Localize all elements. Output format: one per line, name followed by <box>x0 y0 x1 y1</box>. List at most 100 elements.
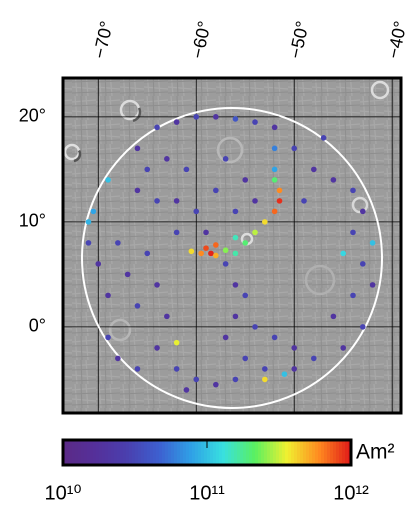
anomaly-point <box>223 247 229 253</box>
anomaly-point <box>282 371 288 377</box>
anomaly-point <box>301 198 307 204</box>
colorbar-swatch <box>327 440 331 465</box>
anomaly-point <box>331 177 337 183</box>
colorbar-swatch <box>153 440 157 465</box>
anomaly-point <box>350 188 356 194</box>
colorbar-tick-label: 10¹¹ <box>189 482 225 504</box>
anomaly-point <box>154 345 160 351</box>
anomaly-point <box>223 261 229 267</box>
anomaly-point <box>360 261 366 267</box>
anomaly-point <box>233 282 239 288</box>
anomaly-point <box>154 282 160 288</box>
anomaly-point <box>174 198 180 204</box>
colorbar-swatch <box>99 440 103 465</box>
anomaly-point <box>370 240 376 246</box>
anomaly-point <box>105 335 111 341</box>
anomaly-point <box>350 230 356 236</box>
colorbar-swatch <box>108 440 112 465</box>
colorbar-swatch <box>132 440 136 465</box>
anomaly-point <box>135 303 141 309</box>
colorbar-swatch <box>339 440 343 465</box>
anomaly-point <box>272 167 278 173</box>
anomaly-point <box>213 382 219 388</box>
anomaly-point <box>115 356 121 362</box>
anomaly-point <box>184 387 190 393</box>
colorbar-tick-label: 10¹² <box>333 482 369 504</box>
anomaly-point <box>370 282 376 288</box>
colorbar-swatch <box>66 440 70 465</box>
anomaly-point <box>105 177 111 183</box>
colorbar-swatch <box>147 440 151 465</box>
colorbar-swatch <box>81 440 85 465</box>
colorbar-swatch <box>315 440 319 465</box>
colorbar-swatch <box>90 440 94 465</box>
anomaly-point <box>262 366 268 372</box>
map-figure: Am² −70°−60°−50°−40°0°10°20°10¹⁰10¹¹10¹² <box>0 0 406 511</box>
colorbar-swatch <box>333 440 337 465</box>
y-tick-label: 0° <box>29 316 46 336</box>
colorbar-swatch <box>162 440 166 465</box>
anomaly-point <box>223 156 229 162</box>
colorbar-swatch <box>144 440 148 465</box>
colorbar-swatch <box>159 440 163 465</box>
anomaly-point <box>272 125 278 131</box>
colorbar-swatch <box>138 440 142 465</box>
x-tick-label: −70° <box>89 19 116 60</box>
colorbar-swatch <box>180 440 184 465</box>
anomaly-point <box>233 251 239 257</box>
anomaly-point <box>154 125 160 131</box>
colorbar-swatch <box>234 440 238 465</box>
anomaly-point <box>154 198 160 204</box>
anomaly-point <box>164 314 170 320</box>
colorbar-swatch <box>240 440 244 465</box>
anomaly-point <box>272 177 278 183</box>
anomaly-point <box>272 146 278 152</box>
anomaly-point <box>184 167 190 173</box>
colorbar-swatch <box>237 440 241 465</box>
colorbar-swatch <box>336 440 340 465</box>
colorbar-swatch <box>288 440 292 465</box>
colorbar-swatch <box>216 440 220 465</box>
anomaly-point <box>135 146 141 152</box>
anomaly-point <box>272 335 278 341</box>
colorbar-swatch <box>183 440 187 465</box>
anomaly-point <box>291 146 297 152</box>
y-tick-label: 20° <box>19 106 46 126</box>
colorbar-swatch <box>207 440 211 465</box>
anomaly-point <box>193 377 199 383</box>
colorbar-swatch <box>96 440 100 465</box>
colorbar-swatch <box>255 440 259 465</box>
colorbar-swatch <box>297 440 301 465</box>
colorbar-label: Am² <box>356 441 395 464</box>
colorbar-swatch <box>303 440 307 465</box>
colorbar-swatch <box>171 440 175 465</box>
colorbar-swatch <box>87 440 91 465</box>
anomaly-point <box>95 261 101 267</box>
colorbar-swatch <box>282 440 286 465</box>
colorbar-swatch <box>198 440 202 465</box>
colorbar-swatch <box>72 440 76 465</box>
colorbar-swatch <box>222 440 226 465</box>
anomaly-point <box>252 230 258 236</box>
anomaly-point <box>223 335 229 341</box>
anomaly-point <box>203 230 209 236</box>
anomaly-point <box>189 248 195 254</box>
anomaly-point <box>252 324 258 330</box>
colorbar-swatch <box>219 440 223 465</box>
anomaly-point <box>242 177 248 183</box>
anomaly-point <box>213 242 219 248</box>
anomaly-point <box>252 119 258 125</box>
colorbar-swatch <box>177 440 181 465</box>
colorbar-swatch <box>129 440 133 465</box>
colorbar-swatch <box>330 440 334 465</box>
colorbar-swatch <box>174 440 178 465</box>
basemap <box>63 78 401 413</box>
anomaly-point <box>135 366 141 372</box>
anomaly-point <box>242 240 248 246</box>
colorbar-swatch <box>342 440 346 465</box>
anomaly-point <box>144 167 150 173</box>
anomaly-point <box>135 188 141 194</box>
colorbar-swatch <box>252 440 256 465</box>
colorbar-swatch <box>78 440 82 465</box>
anomaly-point <box>331 314 337 320</box>
